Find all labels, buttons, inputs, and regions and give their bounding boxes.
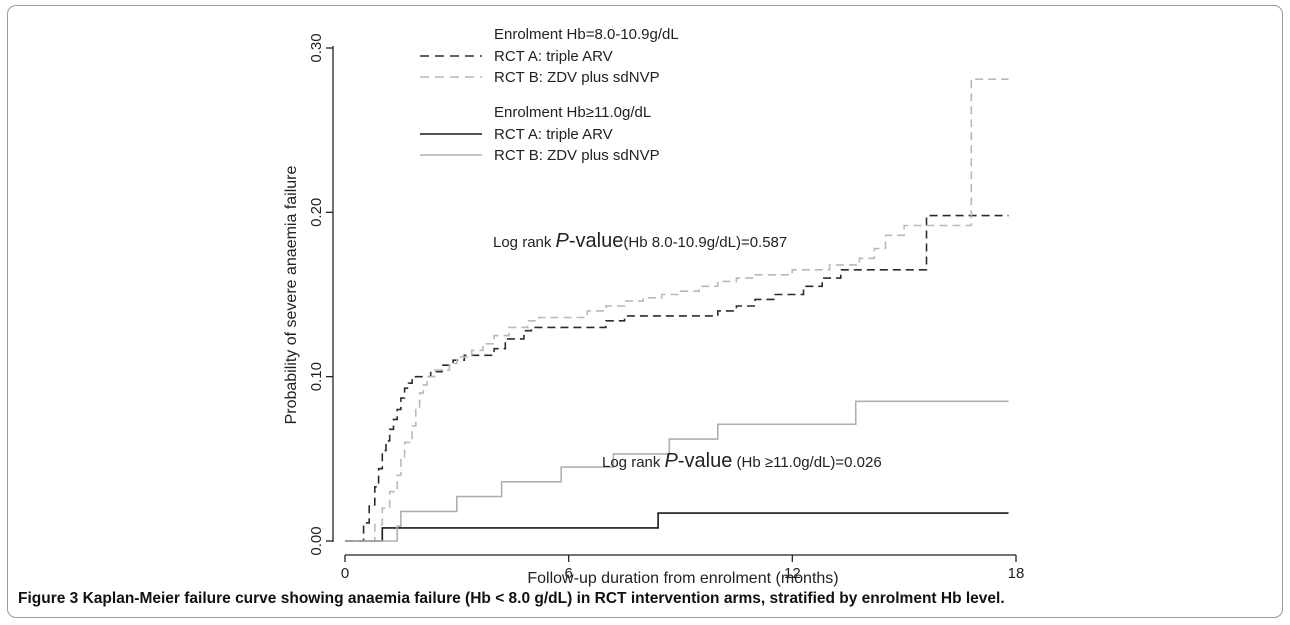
- legend-item-rct-a-high: RCT A: triple ARV: [494, 126, 613, 143]
- y-tick-label: 0.20: [308, 198, 325, 227]
- series-line-4: [345, 400, 1009, 542]
- figure-caption: Figure 3 Kaplan-Meier failure curve show…: [18, 590, 1283, 608]
- x-tick-label: 12: [784, 565, 801, 582]
- kaplan-meier-chart: 0.00 0.10 0.20 0.30 0 6 12 18 Follow-up durati…: [283, 26, 1025, 587]
- legend-item-rct-b-high: RCT B: ZDV plus sdNVP: [494, 147, 660, 164]
- x-tick-label: 6: [564, 565, 572, 582]
- legend-item-rct-b-low: RCT B: ZDV plus sdNVP: [494, 69, 660, 86]
- logrank-annotation-high: Log rank P-value (Hb ≥11.0g/dL)=0.026: [602, 450, 882, 472]
- legend-group1-title: Enrolment Hb=8.0-10.9g/dL: [494, 26, 679, 43]
- x-tick-label: 18: [1008, 565, 1025, 582]
- legend-group2-title: Enrolment Hb≥11.0g/dL: [494, 104, 651, 121]
- series-line-2: [345, 78, 1009, 542]
- x-tick-label: 0: [341, 565, 349, 582]
- y-tick-label: 0.10: [308, 362, 325, 391]
- logrank-annotation-low: Log rank P-value(Hb 8.0-10.9g/dL)=0.587: [493, 230, 787, 252]
- y-axis-label: Probability of severe anaemia failure: [283, 166, 300, 425]
- legend-item-rct-a-low: RCT A: triple ARV: [494, 48, 613, 65]
- figure-frame: [7, 5, 1283, 618]
- caption-label: Figure 3: [18, 590, 79, 607]
- x-ticks: 0 6 12 18: [341, 555, 1025, 582]
- y-ticks: 0.00 0.10 0.20 0.30: [308, 33, 333, 556]
- legend: Enrolment Hb=8.0-10.9g/dL RCT A: triple …: [420, 26, 679, 164]
- series-line-3: [345, 512, 1009, 542]
- series-line-1: [345, 214, 1009, 542]
- y-tick-label: 0.30: [308, 33, 325, 62]
- survival-curves: [345, 78, 1009, 542]
- x-axis-label: Follow-up duration from enrolment (month…: [527, 570, 838, 587]
- y-tick-label: 0.00: [308, 526, 325, 555]
- caption-text: Kaplan-Meier failure curve showing anaem…: [82, 590, 1005, 607]
